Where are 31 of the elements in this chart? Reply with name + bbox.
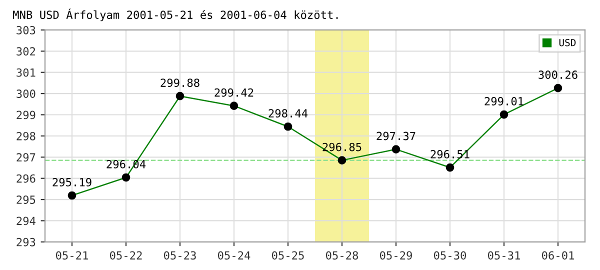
y-tick-label: 295 [16, 196, 36, 204]
data-label: 296.85 [322, 142, 362, 152]
x-tick-label: 05-28 [326, 251, 358, 260]
y-tick-label: 301 [16, 68, 36, 77]
x-tick-label: 05-31 [488, 251, 520, 260]
x-tick-label: 05-21 [56, 251, 88, 260]
data-label: 300.26 [538, 70, 578, 79]
data-label: 299.88 [160, 78, 200, 87]
y-tick-label: 299 [16, 110, 36, 120]
x-tick-label: 05-24 [218, 251, 250, 260]
data-label: 297.37 [376, 132, 416, 140]
y-tick-label: 302 [16, 47, 36, 56]
y-tick-label: 296 [16, 174, 36, 183]
chart-title: MNB USD Árfolyam 2001-05-21 és 2001-06-04 között. [13, 8, 338, 22]
y-tick-label: 303 [16, 26, 36, 34]
data-label: 299.42 [214, 88, 254, 97]
data-label: 298.44 [268, 109, 308, 118]
x-tick-label: 05-23 [164, 251, 196, 260]
x-tick-label: 05-22 [110, 251, 142, 260]
x-tick-label: 05-25 [272, 251, 304, 260]
data-label: 299.01 [484, 97, 524, 106]
x-tick-label: 05-30 [434, 251, 466, 260]
x-tick-label: 06-01 [542, 251, 574, 260]
y-tick-label: 300 [16, 90, 36, 98]
data-label: 295.19 [52, 178, 92, 186]
y-tick-label: 293 [16, 238, 36, 246]
y-tick-label: 294 [16, 216, 36, 226]
y-tick-label: 298 [16, 132, 36, 140]
y-tick-label: 297 [16, 153, 36, 162]
x-tick-label: 05-29 [380, 251, 412, 260]
legend-label: USD [559, 38, 576, 46]
